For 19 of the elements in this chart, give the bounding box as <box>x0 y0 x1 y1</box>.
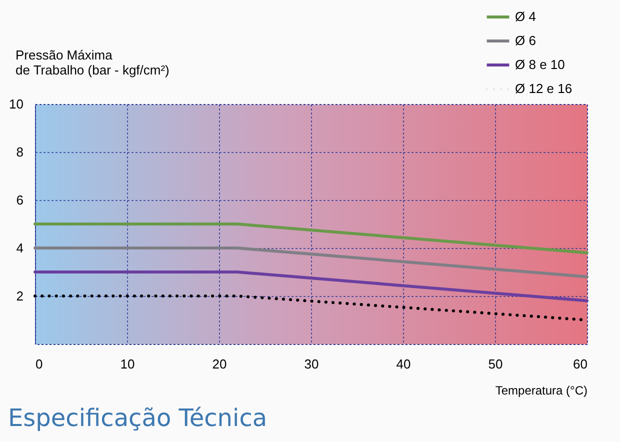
legend-label: Ø 8 e 10 <box>515 57 565 72</box>
y-tick-label: 10 <box>9 96 24 112</box>
x-tick-label: 20 <box>212 356 227 372</box>
text: Especificação Técnica <box>8 404 268 432</box>
legend-label: Ø 4 <box>515 9 536 24</box>
legend-label: Ø 6 <box>515 33 536 48</box>
y-tick-label: 8 <box>16 144 24 160</box>
y-tick-label: 4 <box>16 240 24 256</box>
x-axis-title: Temperatura (°C) <box>495 384 588 398</box>
x-tick-label: 0 <box>36 356 43 372</box>
x-tick-label: 40 <box>396 356 411 372</box>
x-tick-label: 10 <box>120 356 135 372</box>
y-axis-title: Pressão Máxima de Trabalho (bar - kgf/cm²) <box>16 48 170 78</box>
legend-label: Ø 12 e 16 <box>515 81 572 96</box>
y-tick-label: 2 <box>16 288 24 304</box>
x-tick-label: 50 <box>488 356 503 372</box>
x-tick-label: 30 <box>304 356 319 372</box>
y-tick-label: 6 <box>16 192 24 208</box>
x-tick-label: 60 <box>573 356 588 372</box>
